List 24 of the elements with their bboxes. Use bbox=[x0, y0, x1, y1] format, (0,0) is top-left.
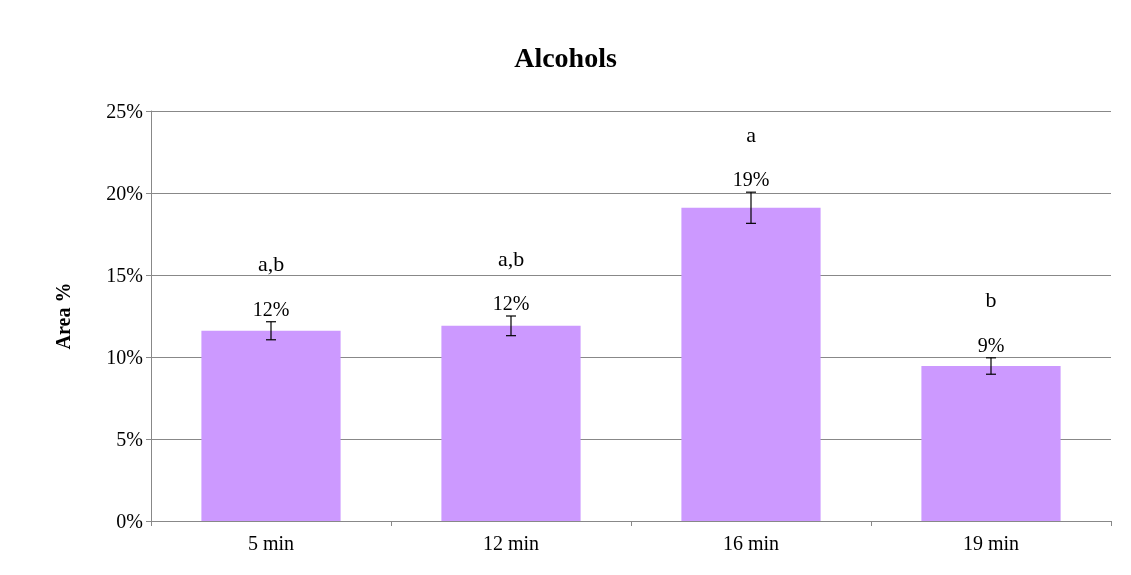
y-tick-label: 5% bbox=[116, 428, 143, 450]
x-tick-label: 19 min bbox=[962, 532, 1020, 554]
y-tick-label: 25% bbox=[106, 100, 143, 122]
x-tick-label: 16 min bbox=[722, 532, 780, 554]
y-tick-label: 15% bbox=[106, 264, 143, 286]
y-tick-label: 20% bbox=[106, 182, 143, 204]
annotation: a,b bbox=[257, 251, 285, 277]
data-label: 19% bbox=[732, 168, 770, 191]
data-label: 9% bbox=[977, 333, 1005, 356]
y-tick-label: 10% bbox=[106, 346, 143, 368]
annotation: b bbox=[985, 287, 997, 313]
bar bbox=[441, 325, 581, 521]
data-label: 12% bbox=[252, 297, 290, 320]
bar bbox=[681, 207, 821, 521]
data-label: 12% bbox=[492, 292, 530, 314]
chart-title: Alcohols bbox=[514, 41, 617, 73]
x-tick-label: 5 min bbox=[247, 532, 295, 554]
bar bbox=[921, 366, 1061, 521]
bar bbox=[201, 330, 341, 521]
x-tick-label: 12 min bbox=[482, 532, 540, 554]
y-tick-label: 0% bbox=[116, 510, 143, 532]
annotation: a,b bbox=[497, 245, 525, 271]
annotation: a bbox=[746, 121, 757, 147]
y-axis-title: Area % bbox=[52, 282, 74, 350]
